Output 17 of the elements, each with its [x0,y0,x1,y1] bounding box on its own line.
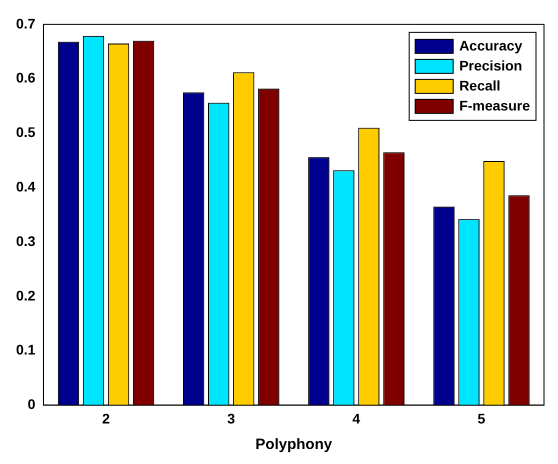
legend-label: F-measure [459,97,530,114]
legend-label: Recall [459,77,500,94]
y-tick-label: 0.5 [16,124,36,140]
legend-label: Accuracy [459,37,522,54]
y-tick-label: 0.1 [16,342,36,358]
y-tick-label: 0.7 [16,15,36,32]
x-tick-label: 4 [352,410,360,426]
y-tick-label: 0.4 [16,178,36,194]
y-tick-label: 0 [28,396,36,412]
y-tick-label: 0.6 [16,70,36,86]
x-tick-label: 3 [227,410,236,426]
y-tick-label: 0.3 [16,232,36,249]
x-axis-title: Polyphony [255,436,333,454]
x-tick-label: 2 [102,410,110,426]
y-tick-label: 0.2 [16,287,36,304]
legend-label: Precision [459,57,522,74]
x-tick-label: 5 [478,410,486,426]
